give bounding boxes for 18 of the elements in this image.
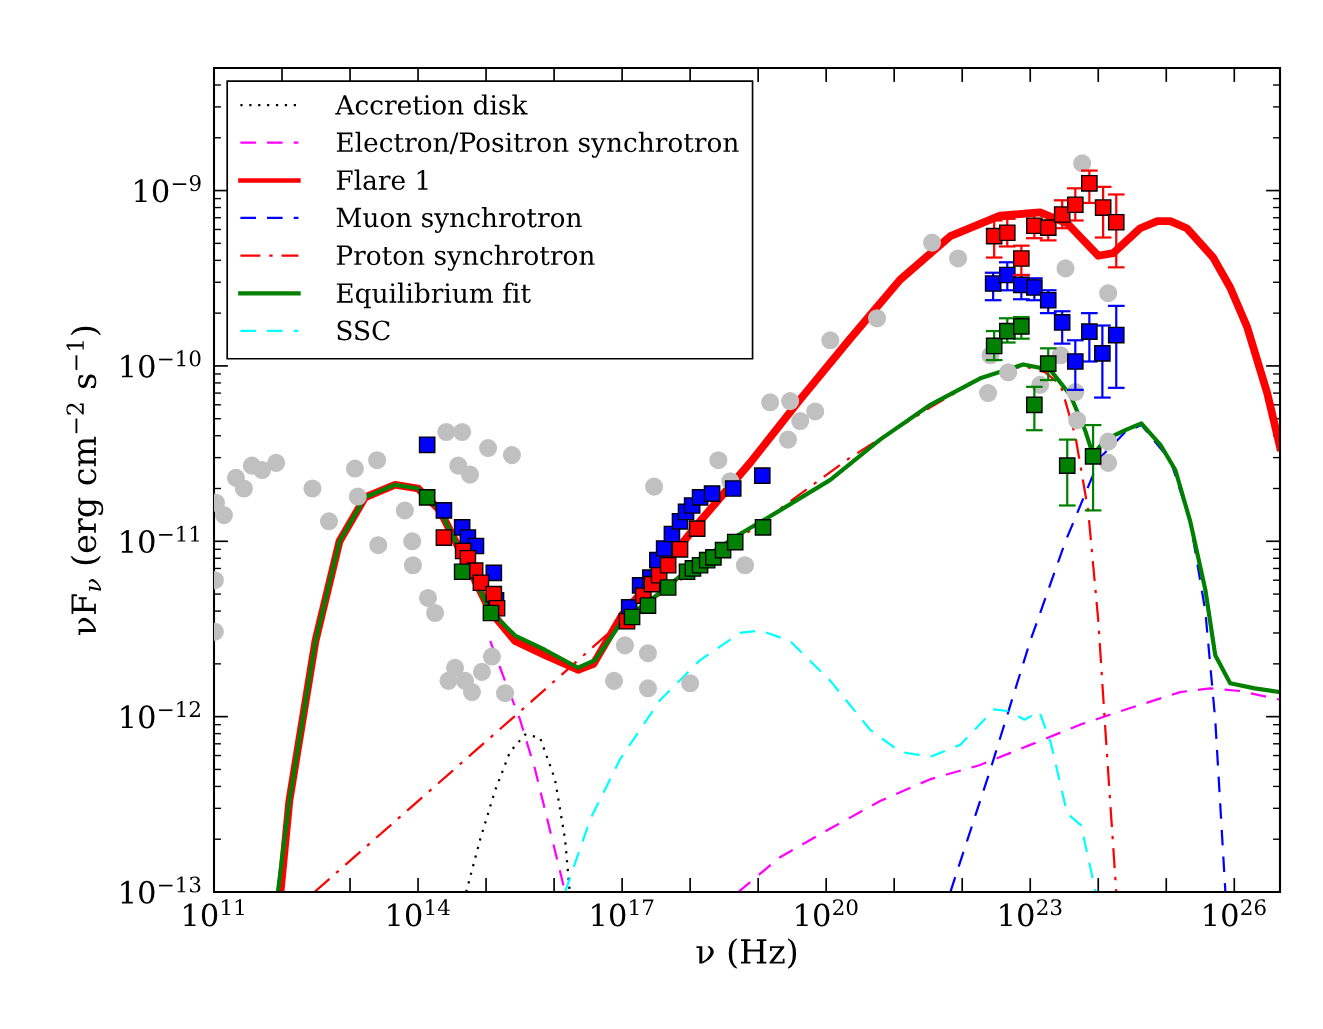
y-tick-label: 10$^{−10}$ <box>121 350 201 378</box>
legend-label: Flare 1 <box>336 169 428 191</box>
y-tick-label: 10$^{−9}$ <box>135 174 201 203</box>
x-tick-label: 10$^{26}$ <box>1204 899 1266 927</box>
legend-label: Equilibrium fit <box>336 282 531 309</box>
y-tick-label: 10$^{−11}$ <box>121 525 199 554</box>
legend-label: Proton synchrotron <box>336 244 595 271</box>
legend-label: Accretion disk <box>335 94 528 115</box>
y-tick-label: 10$^{−12}$ <box>121 701 200 729</box>
legend-label: Electron/Positron synchrotron <box>336 131 739 158</box>
x-axis-title: ν (Hz) <box>696 938 797 969</box>
x-tick-label: 10$^{20}$ <box>796 899 858 927</box>
x-tick-label: 10$^{23}$ <box>1000 899 1062 927</box>
x-tick-label: 10$^{14}$ <box>388 899 450 927</box>
legend-label: SSC <box>337 320 390 341</box>
legend-label: Muon synchrotron <box>336 207 582 233</box>
y-axis-title: νF$_{ν}$ (erg cm$^{−2}$ s$^{−1}$) <box>66 326 104 635</box>
x-tick-label: 10$^{17}$ <box>592 899 654 927</box>
